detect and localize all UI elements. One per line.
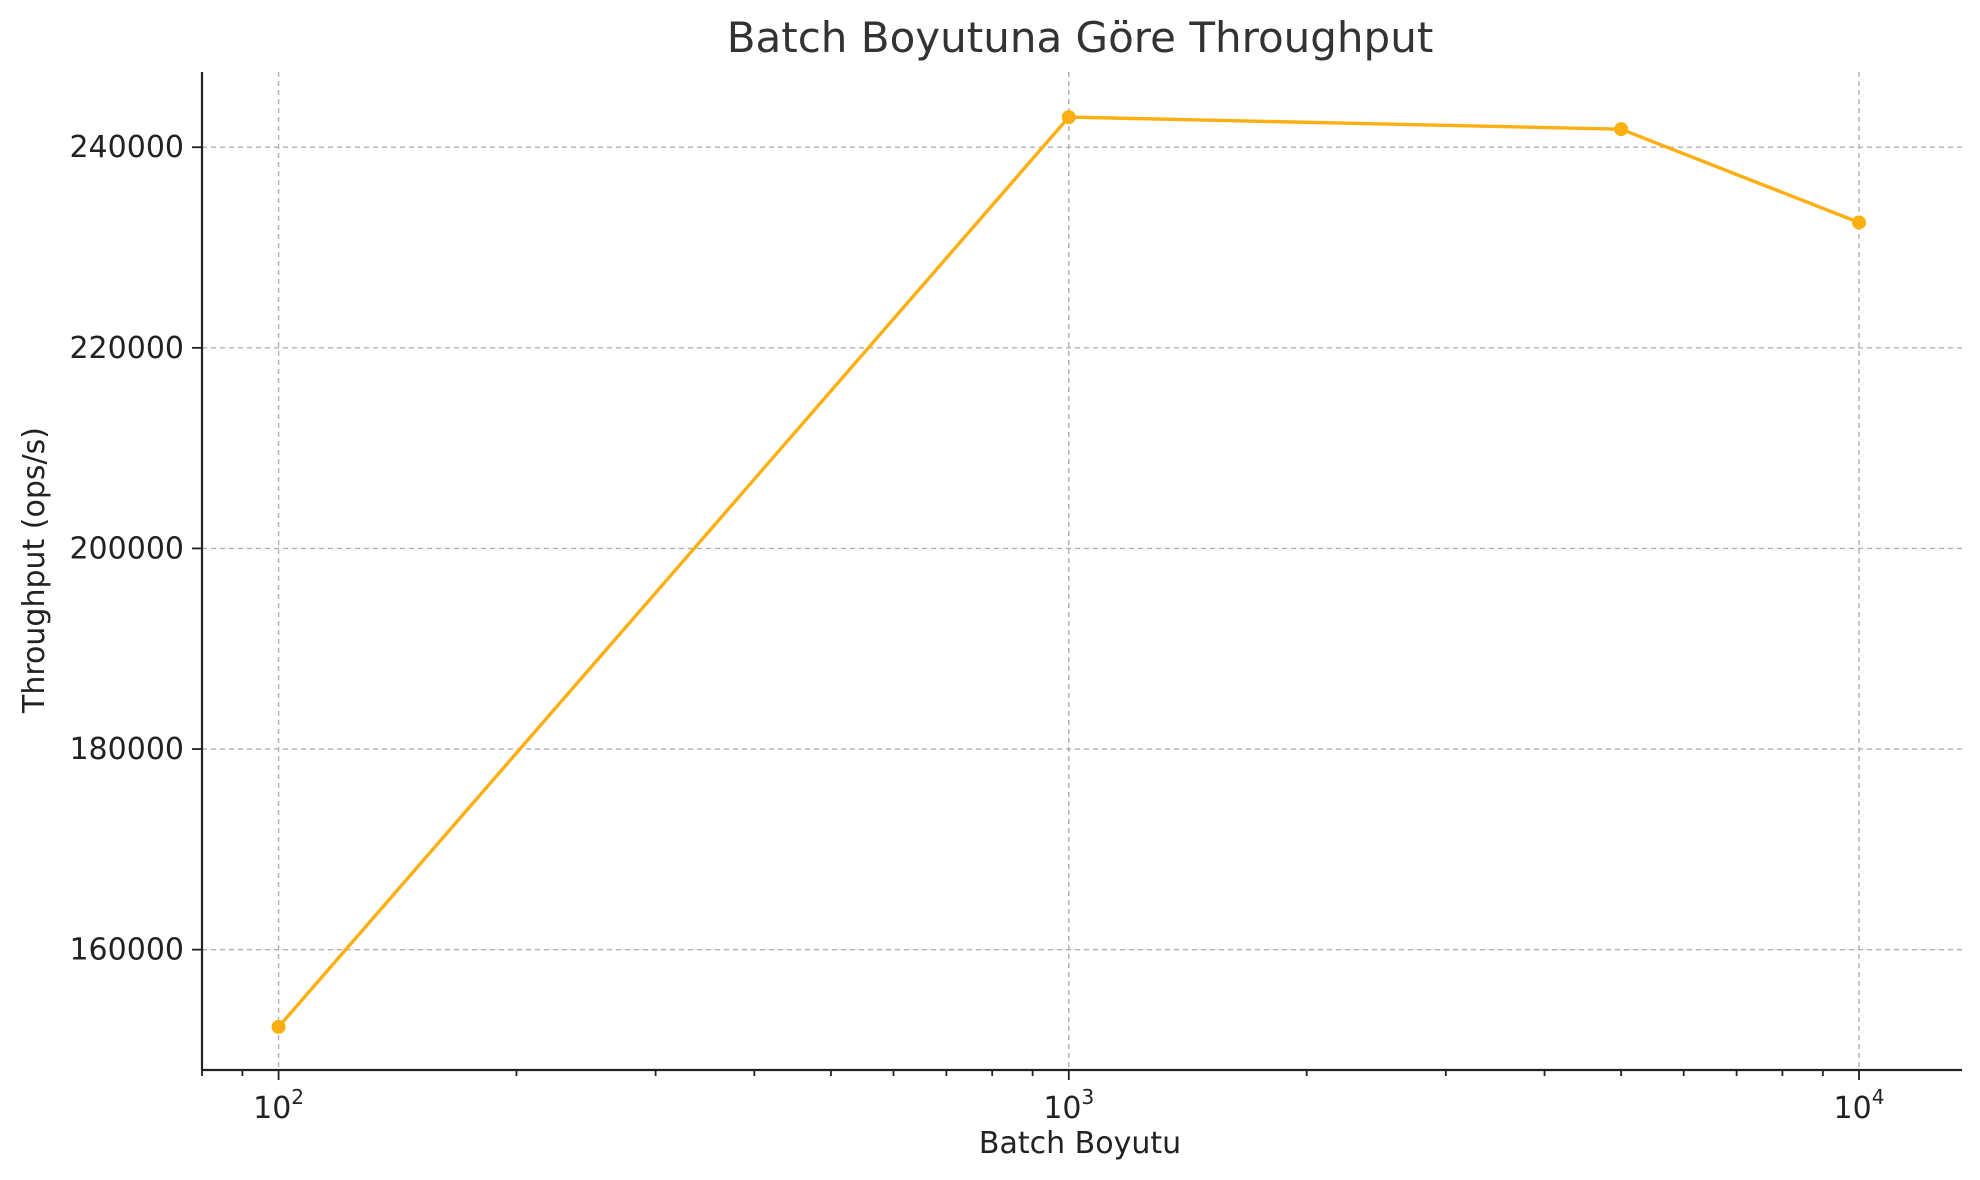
axes-layer [200, 72, 1962, 1072]
series-line-0 [276, 115, 1861, 1029]
y-tick-label-2: 200000 [69, 531, 184, 566]
x-axis-label: Batch Boyutu [979, 1126, 1181, 1161]
y-tick-label-0: 160000 [69, 933, 184, 968]
y-tick-label-3: 220000 [69, 331, 184, 366]
data-point-0-2 [1614, 122, 1629, 137]
ticks-layer: 160000 180000 200000 220000 240000 102 103 104 [69, 130, 1884, 1126]
x-tick-label-1: 103 [1043, 1085, 1094, 1126]
y-tick-label-1: 180000 [69, 732, 184, 767]
y-tick-label-4: 240000 [69, 130, 184, 165]
y-axis-label: Throughput (ops/s) [17, 427, 52, 714]
data-point-0-3 [1852, 215, 1867, 230]
chart-title: Batch Boyutuna Göre Throughput [727, 13, 1434, 62]
data-point-0-0 [271, 1019, 286, 1034]
grid-layer [202, 72, 1962, 1070]
x-tick-label-2: 104 [1834, 1085, 1885, 1126]
x-tick-label-0: 102 [253, 1085, 304, 1126]
series-layer [271, 110, 1867, 1034]
data-point-0-1 [1061, 110, 1076, 125]
